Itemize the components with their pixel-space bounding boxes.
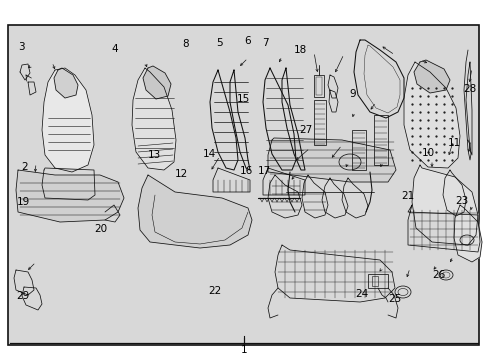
Bar (373, 115, 387, 165)
Text: 8: 8 (182, 39, 188, 49)
Text: 29: 29 (17, 291, 30, 301)
Text: 25: 25 (387, 294, 400, 304)
Text: 17: 17 (258, 166, 271, 176)
Text: 10: 10 (421, 148, 434, 158)
Bar (315, 77, 321, 95)
Text: 6: 6 (244, 36, 251, 46)
Text: 9: 9 (348, 89, 355, 99)
Text: 15: 15 (236, 94, 249, 104)
Polygon shape (407, 205, 479, 252)
Text: 3: 3 (19, 42, 25, 52)
Polygon shape (403, 62, 459, 168)
Polygon shape (42, 168, 95, 200)
Text: 1: 1 (241, 345, 247, 355)
Polygon shape (274, 245, 394, 302)
Polygon shape (142, 66, 171, 99)
Polygon shape (267, 138, 395, 182)
Text: 11: 11 (447, 138, 460, 148)
Polygon shape (411, 165, 477, 245)
Polygon shape (16, 170, 124, 222)
Bar (371, 276, 377, 286)
Text: 14: 14 (202, 149, 215, 159)
Polygon shape (413, 60, 449, 93)
Text: 5: 5 (216, 38, 223, 48)
Text: 7: 7 (262, 38, 269, 48)
Text: 24: 24 (354, 289, 367, 300)
Text: 4: 4 (111, 44, 118, 54)
Bar (367, 274, 387, 288)
Text: 20: 20 (94, 224, 107, 234)
Text: 22: 22 (208, 286, 221, 296)
Text: 27: 27 (299, 125, 312, 135)
Polygon shape (54, 68, 78, 98)
Bar (313, 100, 325, 145)
Bar (351, 130, 365, 170)
Text: 23: 23 (454, 196, 467, 206)
Text: 2: 2 (21, 162, 28, 172)
Text: 18: 18 (293, 45, 306, 55)
Text: 12: 12 (175, 169, 188, 179)
Text: 19: 19 (17, 197, 30, 207)
Text: 13: 13 (147, 150, 161, 160)
Bar (8, 25, 478, 345)
Text: 16: 16 (239, 166, 252, 176)
Bar (313, 75, 324, 97)
Text: 28: 28 (463, 84, 476, 94)
Polygon shape (138, 175, 251, 248)
Polygon shape (42, 68, 94, 172)
Polygon shape (453, 205, 481, 262)
Text: 21: 21 (401, 191, 414, 201)
Text: 26: 26 (431, 270, 445, 280)
Polygon shape (132, 68, 176, 170)
